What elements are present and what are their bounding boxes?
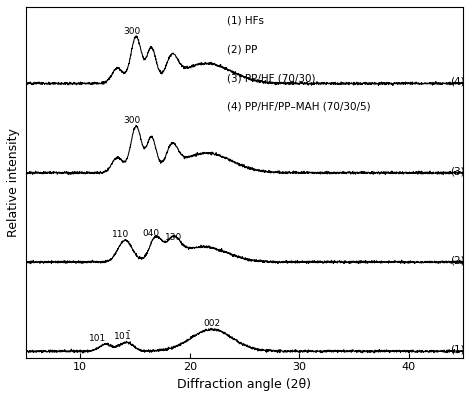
Text: 300: 300 bbox=[123, 116, 140, 125]
Text: (4) PP/HF/PP–MAH (70/30/5): (4) PP/HF/PP–MAH (70/30/5) bbox=[227, 102, 371, 112]
Text: 040: 040 bbox=[143, 229, 160, 238]
Text: 110: 110 bbox=[112, 230, 129, 239]
Text: 10$\bar{1}$: 10$\bar{1}$ bbox=[113, 330, 131, 342]
Text: 002: 002 bbox=[203, 319, 220, 328]
Text: (3): (3) bbox=[450, 166, 465, 176]
Text: 130: 130 bbox=[164, 233, 182, 242]
Text: (2): (2) bbox=[450, 256, 465, 265]
Text: (4): (4) bbox=[450, 77, 465, 87]
Text: 300: 300 bbox=[123, 27, 140, 36]
Text: (2) PP: (2) PP bbox=[227, 45, 257, 55]
Text: (1): (1) bbox=[450, 345, 465, 355]
Text: (3) PP/HF (70/30): (3) PP/HF (70/30) bbox=[227, 73, 316, 83]
Y-axis label: Relative intensity: Relative intensity bbox=[7, 128, 20, 237]
Text: (1) HFs: (1) HFs bbox=[227, 16, 264, 26]
X-axis label: Diffraction angle (2θ): Diffraction angle (2θ) bbox=[177, 378, 311, 391]
Text: 101: 101 bbox=[89, 334, 106, 343]
